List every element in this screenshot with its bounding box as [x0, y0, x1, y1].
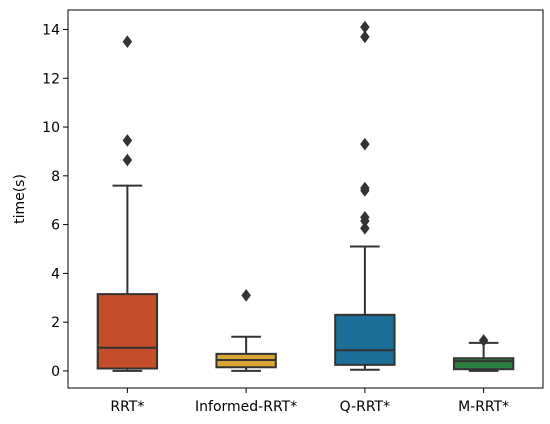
- outlier-point: [241, 288, 251, 302]
- y-tick-label: 4: [51, 266, 60, 282]
- x-tick-label: Informed-RRT*: [195, 399, 297, 415]
- box-iqr: [452, 357, 515, 371]
- outlier-point: [122, 35, 133, 49]
- box-group-q-rrt: [334, 20, 396, 371]
- outlier-point: [360, 20, 370, 34]
- x-tick-label: Q-RRT*: [340, 399, 390, 415]
- y-tick-label: 14: [42, 23, 60, 39]
- outlier-point: [360, 30, 370, 44]
- y-tick-label: 2: [51, 315, 60, 331]
- y-axis-label: time(s): [12, 174, 28, 224]
- outlier-point: [360, 221, 370, 235]
- outlier-point: [478, 334, 489, 347]
- y-tick-label: 0: [51, 364, 60, 380]
- y-tick-label: 10: [42, 120, 60, 136]
- x-tick-label: M-RRT*: [458, 399, 509, 415]
- y-axis: 0 2 4 6 8 10 12 14: [42, 23, 68, 380]
- y-tick-label: 6: [51, 218, 60, 234]
- outlier-point: [360, 181, 370, 195]
- x-axis: RRT* Informed-RRT* Q-RRT* M-RRT*: [110, 388, 509, 415]
- y-tick-label: 8: [51, 169, 60, 185]
- x-tick-label: RRT*: [110, 399, 144, 415]
- box-iqr: [96, 293, 159, 370]
- outlier-point: [122, 153, 133, 167]
- box-group-rrt: [96, 35, 159, 372]
- plot-frame: [67, 9, 544, 389]
- outlier-point: [122, 134, 133, 147]
- outlier-point: [360, 210, 370, 224]
- y-tick-label: 12: [42, 71, 60, 87]
- outlier-point: [360, 137, 370, 151]
- box-iqr: [334, 313, 396, 366]
- box-layer: [96, 20, 515, 372]
- box-group-informed-rrt: [215, 288, 277, 372]
- box-group-m-rrt: [452, 334, 515, 372]
